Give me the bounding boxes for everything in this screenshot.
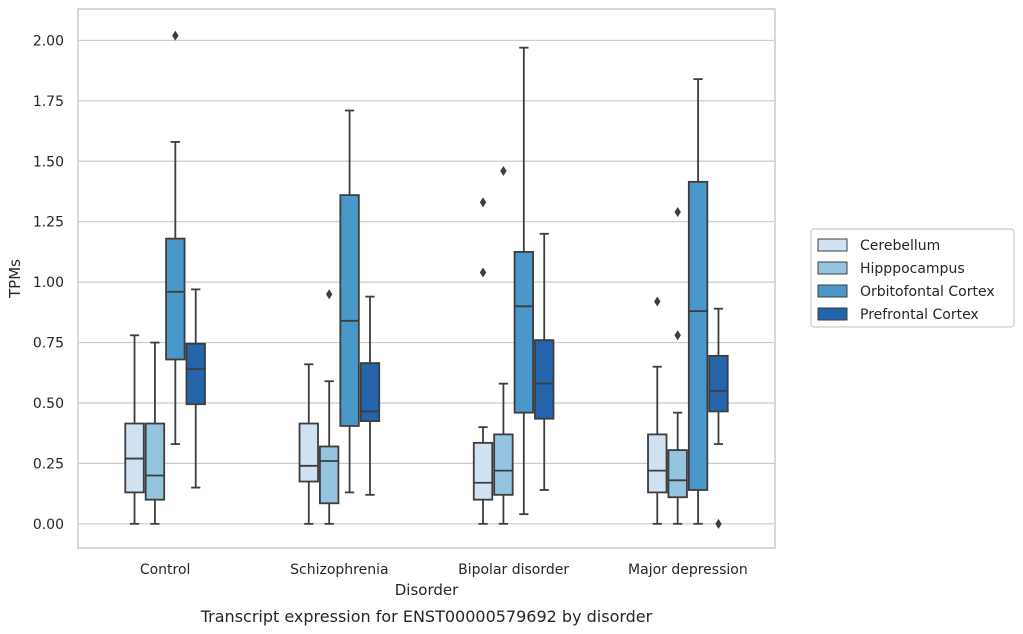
iqr-box [359, 362, 381, 423]
legend-label: Cerebellum [860, 238, 940, 254]
outlier-point [500, 165, 507, 176]
y-axis-ticks: 0.00 0.25 0.50 0.75 1.00 1.25 1.50 1.75 2.00 [33, 33, 64, 532]
iqr-box [513, 251, 534, 414]
iqr-box [185, 342, 206, 406]
box-group [513, 46, 534, 516]
box-group [667, 207, 688, 525]
y-tick-label: 1.00 [33, 275, 64, 291]
legend-label: Orbitofontal Cortex [860, 284, 995, 300]
box-group [144, 341, 166, 525]
box-group [534, 232, 555, 491]
x-tick-label: Control [140, 562, 191, 578]
legend-label: Hipppocampus [860, 261, 965, 277]
iqr-box [708, 354, 729, 413]
outlier-point [479, 197, 487, 208]
legend-swatch [817, 261, 848, 275]
iqr-box [647, 433, 668, 494]
y-tick-label: 1.25 [33, 215, 64, 231]
y-tick-label: 0.25 [33, 456, 64, 472]
x-axis-label: Disorder [395, 581, 459, 599]
legend-swatch [817, 307, 848, 321]
box-group [493, 165, 514, 525]
legend-swatch [817, 238, 848, 252]
x-axis-ticks: Control Schizophrenia Bipolar disorder Majo… [140, 562, 748, 578]
x-tick-label: Bipolar disorder [458, 562, 569, 578]
boxes-layer [124, 30, 729, 529]
chart-caption: Transcript expression for ENST0000057969… [200, 607, 653, 626]
box-group [647, 296, 668, 525]
y-tick-label: 0.75 [33, 336, 64, 352]
iqr-box [493, 433, 514, 496]
iqr-box [472, 441, 494, 501]
iqr-box [534, 339, 555, 420]
outlier-point [325, 289, 333, 300]
iqr-box [144, 422, 166, 501]
outlier-point [654, 296, 661, 307]
legend-swatch [817, 284, 848, 298]
iqr-box [319, 445, 340, 505]
legend: Cerebellum Hipppocampus Orbitofontal Corte… [810, 228, 1015, 328]
legend-label: Prefrontal Cortex [860, 307, 979, 323]
iqr-box [165, 237, 186, 361]
iqr-box [339, 194, 360, 427]
y-tick-label: 1.50 [33, 154, 64, 170]
box-group [359, 295, 381, 496]
box-group [339, 109, 360, 494]
x-tick-label: Schizophrenia [290, 562, 388, 578]
y-tick-label: 0.50 [33, 396, 64, 412]
y-tick-label: 0.00 [33, 517, 64, 533]
outlier-point [172, 30, 179, 41]
outlier-point [674, 330, 681, 341]
y-tick-label: 1.75 [33, 94, 64, 110]
outlier-point [674, 207, 681, 218]
iqr-box [298, 422, 319, 483]
box-group [298, 363, 319, 525]
y-tick-label: 2.00 [33, 33, 64, 49]
box-group [319, 289, 340, 525]
legend-frame [810, 228, 1015, 328]
box-group [185, 288, 206, 489]
iqr-box [667, 449, 688, 499]
box-group [124, 334, 145, 525]
outlier-point [479, 267, 487, 278]
x-tick-label: Major depression [628, 562, 748, 578]
box-group [687, 78, 709, 525]
plot-frame [77, 8, 776, 549]
box-group [472, 197, 494, 525]
box-group [165, 30, 186, 445]
outlier-point [715, 518, 722, 529]
iqr-box [687, 180, 709, 491]
box-group [708, 307, 729, 529]
y-axis-label: TPMs [6, 259, 24, 299]
